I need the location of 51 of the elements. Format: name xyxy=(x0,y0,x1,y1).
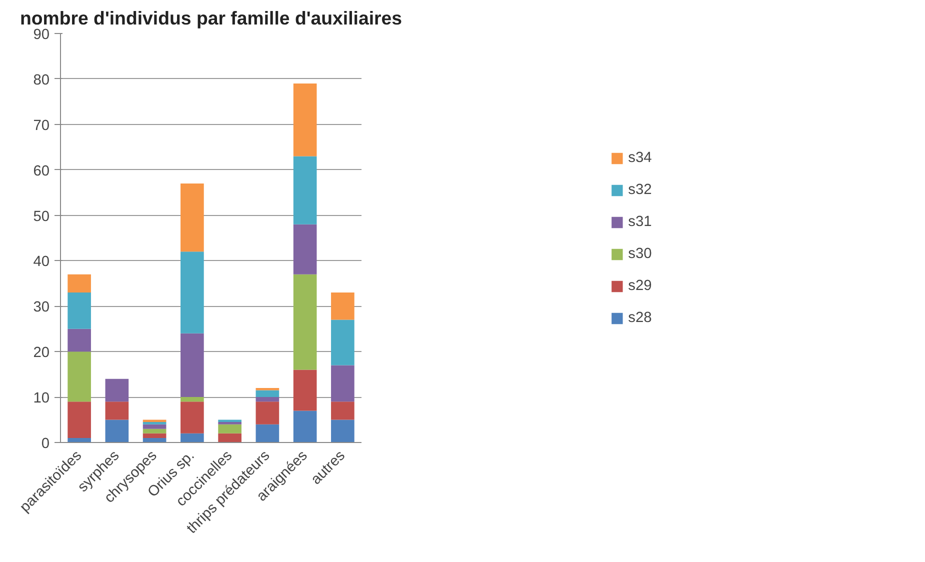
bar xyxy=(331,402,354,420)
bar xyxy=(180,252,204,334)
y-tick-label: 60 xyxy=(33,163,50,180)
bar xyxy=(256,402,280,424)
bar xyxy=(68,328,91,352)
bar xyxy=(180,433,204,442)
y-tick-label: 10 xyxy=(33,390,50,407)
bar xyxy=(293,410,317,442)
chart-title: nombre d'individus par famille d'auxiliaires xyxy=(20,8,402,28)
y-tick-label: 20 xyxy=(33,345,50,362)
bar xyxy=(142,433,166,438)
bar xyxy=(331,292,354,320)
y-tick-label: 50 xyxy=(33,208,50,225)
legend-label: s30 xyxy=(628,246,652,262)
bar xyxy=(256,390,280,398)
bar xyxy=(68,402,91,438)
y-tick-label: 0 xyxy=(41,436,50,452)
bar xyxy=(105,420,129,442)
bar xyxy=(180,183,204,252)
bar xyxy=(293,370,317,411)
bar xyxy=(142,424,166,429)
bar xyxy=(331,365,354,402)
bar xyxy=(331,420,354,442)
bar xyxy=(180,402,204,434)
bar xyxy=(218,433,242,442)
bar xyxy=(256,424,280,442)
legend-label: s32 xyxy=(628,182,652,198)
bar xyxy=(105,402,129,420)
bar xyxy=(105,378,129,402)
y-tick-label: 80 xyxy=(33,72,50,88)
bar xyxy=(293,224,317,274)
y-tick-label: 70 xyxy=(33,118,50,134)
bar xyxy=(180,333,204,398)
bar xyxy=(293,83,317,156)
bar xyxy=(331,320,354,366)
bar xyxy=(142,428,166,434)
y-tick-label: 30 xyxy=(33,300,50,316)
legend-label: s31 xyxy=(628,214,652,230)
legend-label: s29 xyxy=(628,278,652,294)
bar xyxy=(293,274,317,370)
bar xyxy=(68,274,91,293)
bar xyxy=(68,292,91,329)
y-tick-label: 40 xyxy=(33,254,50,270)
legend-label: s28 xyxy=(628,310,652,326)
bar xyxy=(68,352,91,402)
y-tick-label: 90 xyxy=(33,27,50,43)
bar xyxy=(218,424,242,434)
legend-label: s34 xyxy=(628,150,652,166)
bar xyxy=(256,397,280,402)
bar xyxy=(293,156,317,224)
bar xyxy=(180,397,204,402)
